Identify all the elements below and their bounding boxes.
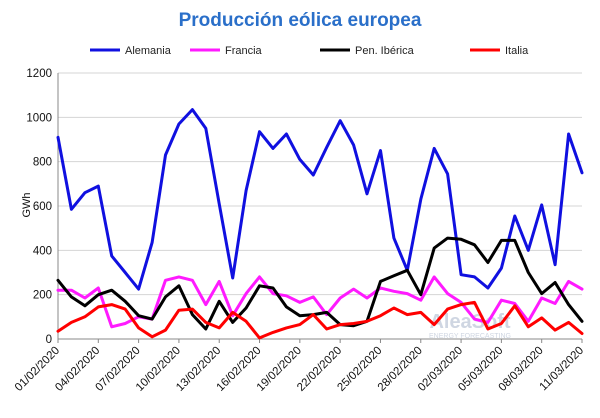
y-tick-label: 600 bbox=[33, 201, 52, 213]
y-tick-label: 200 bbox=[33, 290, 52, 302]
y-axis-label: GWh bbox=[21, 192, 33, 217]
legend-label: Pen. Ibérica bbox=[355, 45, 415, 57]
y-tick-label: 1200 bbox=[26, 68, 52, 80]
y-tick-label: 800 bbox=[33, 157, 52, 169]
y-tick-label: 400 bbox=[33, 245, 52, 257]
x-axis-ticks: 01/02/202004/02/202007/02/202010/02/2020… bbox=[13, 339, 586, 394]
series-line-italia bbox=[56, 300, 584, 340]
x-tick-label: 11/03/2020 bbox=[538, 345, 587, 394]
y-tick-label: 0 bbox=[46, 334, 52, 346]
series-line-alemania bbox=[56, 108, 584, 291]
legend-label: Francia bbox=[225, 45, 263, 57]
gridlines bbox=[58, 72, 582, 296]
y-axis-ticks: 0 200 400 600 800 1000 1200 bbox=[26, 68, 52, 346]
series-lines bbox=[56, 108, 584, 340]
chart-title: Producción eólica europea bbox=[179, 10, 422, 31]
y-tick-label: 1000 bbox=[26, 112, 52, 124]
axes bbox=[57, 73, 582, 340]
watermark-tagline: ENERGY FORECASTING bbox=[429, 333, 511, 340]
series-line-pen-ib-rica bbox=[56, 236, 584, 331]
legend-label: Italia bbox=[505, 45, 529, 57]
legend: Alemania Francia Pen. Ibérica Italia bbox=[90, 45, 529, 57]
legend-label: Alemania bbox=[125, 45, 172, 57]
